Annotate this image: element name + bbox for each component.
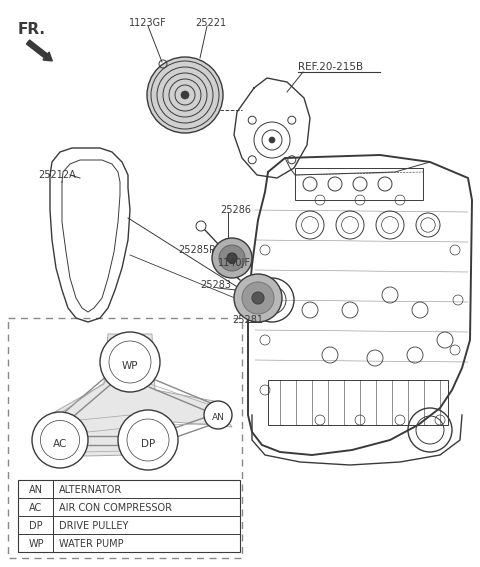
- Text: 25212A: 25212A: [38, 170, 76, 180]
- Bar: [268, 380, 448, 425]
- Text: AC: AC: [53, 439, 67, 449]
- Text: 25221: 25221: [195, 18, 226, 28]
- Bar: [8, 318, 242, 558]
- Circle shape: [227, 253, 237, 263]
- Text: 25283: 25283: [200, 280, 231, 290]
- Text: WP: WP: [122, 361, 138, 371]
- Circle shape: [118, 410, 178, 470]
- Text: 25281: 25281: [232, 315, 263, 325]
- Circle shape: [242, 282, 274, 314]
- Text: 1140JF: 1140JF: [218, 258, 251, 268]
- Text: AC: AC: [29, 503, 43, 513]
- Bar: [295, 168, 423, 200]
- Circle shape: [100, 332, 160, 392]
- Circle shape: [212, 238, 252, 278]
- Text: WATER PUMP: WATER PUMP: [59, 539, 124, 549]
- Circle shape: [147, 57, 223, 133]
- Text: DRIVE PULLEY: DRIVE PULLEY: [59, 521, 128, 531]
- Bar: [18, 480, 240, 552]
- Circle shape: [219, 245, 245, 271]
- Text: AN: AN: [212, 413, 225, 422]
- Text: DP: DP: [29, 521, 43, 531]
- Circle shape: [234, 274, 282, 322]
- Text: DP: DP: [141, 439, 155, 449]
- Circle shape: [269, 137, 275, 143]
- Text: 25285P: 25285P: [178, 245, 215, 255]
- Circle shape: [252, 292, 264, 304]
- Circle shape: [204, 401, 232, 429]
- Circle shape: [181, 91, 189, 99]
- Text: ALTERNATOR: ALTERNATOR: [59, 485, 122, 495]
- Text: REF.20-215B: REF.20-215B: [298, 62, 363, 72]
- Text: FR.: FR.: [18, 22, 46, 37]
- Polygon shape: [44, 334, 232, 456]
- Text: 1123GF: 1123GF: [129, 18, 167, 28]
- Text: WP: WP: [28, 539, 44, 549]
- Text: AIR CON COMPRESSOR: AIR CON COMPRESSOR: [59, 503, 172, 513]
- Text: 25286: 25286: [220, 205, 251, 215]
- Text: AN: AN: [29, 485, 43, 495]
- Circle shape: [32, 412, 88, 468]
- FancyArrow shape: [26, 40, 52, 61]
